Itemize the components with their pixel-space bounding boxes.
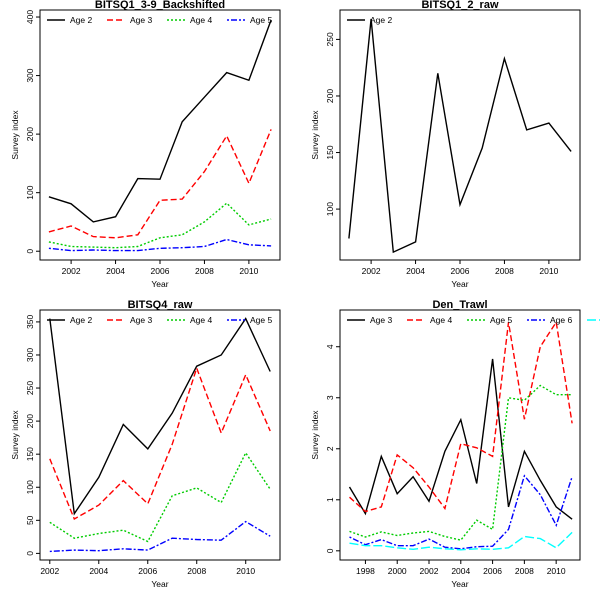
y-tick-label: 1: [325, 497, 335, 502]
series-line-2: [349, 320, 573, 513]
legend-label: Age 5: [490, 315, 512, 325]
x-tick-label: 2010: [239, 266, 258, 276]
legend-label: Age 3: [130, 315, 152, 325]
y-tick-label: 100: [325, 202, 335, 216]
panel-title: Den_Trawl: [432, 299, 487, 311]
x-axis-label: Year: [151, 579, 168, 589]
legend-label: Age 4: [190, 315, 212, 325]
x-axis-label: Year: [151, 279, 168, 289]
legend-label: Age 2: [70, 15, 92, 25]
legend-label: Age 2: [370, 15, 392, 25]
series-line-3: [349, 384, 573, 541]
x-tick-label: 2006: [483, 566, 502, 576]
x-tick-label: 2004: [89, 566, 108, 576]
x-tick-label: 2006: [138, 566, 157, 576]
y-axis-label: Survey index: [310, 410, 320, 460]
series-line-1: [48, 19, 272, 223]
legend-label: Age 5: [250, 15, 272, 25]
x-tick-label: 2002: [40, 566, 59, 576]
legend-label: Age 4: [190, 15, 212, 25]
x-tick-label: 2006: [451, 266, 470, 276]
y-tick-label: 150: [325, 145, 335, 159]
y-tick-label: 400: [25, 10, 35, 24]
panel-3: BITSQ4_raw 2002 2004 2006 2008 2010 0 50 100 150 2…: [10, 299, 281, 589]
x-tick-label: 2002: [362, 266, 381, 276]
x-tick-label: 2004: [106, 266, 125, 276]
x-tick-label: 2008: [495, 266, 514, 276]
series-line-4: [49, 520, 271, 553]
x-axis-label: Year: [451, 579, 468, 589]
x-tick-label: 2004: [451, 566, 470, 576]
legend-label: Age 3: [370, 315, 392, 325]
series-line-2: [48, 129, 272, 239]
panel-title: BITSQ4_raw: [128, 299, 193, 311]
y-axis-label: Survey index: [310, 110, 320, 160]
plot-frame: [39, 309, 281, 561]
x-tick-label: 1998: [356, 566, 375, 576]
y-tick-label: 0: [25, 551, 35, 556]
y-tick-label: 200: [25, 414, 35, 428]
y-tick-label: 2: [325, 446, 335, 451]
legend-label: Age 5: [250, 315, 272, 325]
panel-title: BITSQ1_3-9_Backshifted: [95, 0, 225, 11]
legend-label: Age 3: [130, 15, 152, 25]
y-tick-label: 100: [25, 185, 35, 199]
y-tick-label: 250: [325, 32, 335, 46]
plot-frame: [339, 309, 581, 561]
y-tick-label: 200: [25, 127, 35, 141]
y-tick-label: 300: [25, 68, 35, 82]
y-tick-label: 300: [25, 348, 35, 362]
legend-label: Age 6: [550, 315, 572, 325]
series-line-4: [349, 474, 573, 550]
y-tick-label: 200: [325, 89, 335, 103]
y-tick-label: 0: [325, 548, 335, 553]
series-line-3: [49, 451, 271, 543]
y-axis-label: Survey index: [10, 410, 20, 460]
series-line-1: [348, 18, 572, 254]
x-tick-label: 2002: [62, 266, 81, 276]
series-line-4: [48, 238, 272, 252]
x-tick-label: 2008: [195, 266, 214, 276]
series-line-5: [349, 531, 573, 551]
legend-label: Age 4: [430, 315, 452, 325]
y-tick-label: 3: [325, 395, 335, 400]
y-tick-label: 0: [25, 249, 35, 254]
y-tick-label: 100: [25, 480, 35, 494]
y-tick-label: 250: [25, 381, 35, 395]
y-tick-label: 50: [25, 515, 35, 525]
y-tick-label: 150: [25, 447, 35, 461]
y-axis-label: Survey index: [10, 110, 20, 160]
x-tick-label: 2000: [388, 566, 407, 576]
x-tick-label: 2010: [547, 566, 566, 576]
panel-2: BITSQ1_2_raw 2002 2004 2006 2008 2010 100 150 20…: [310, 0, 581, 289]
x-axis-label: Year: [451, 279, 468, 289]
plot-frame: [39, 9, 281, 261]
x-tick-label: 2010: [539, 266, 558, 276]
legend-label: Age 2: [70, 315, 92, 325]
panel-title: BITSQ1_2_raw: [421, 0, 498, 11]
y-tick-label: 4: [325, 344, 335, 349]
series-line-2: [49, 366, 271, 521]
x-tick-label: 2004: [406, 266, 425, 276]
y-tick-label: 350: [25, 315, 35, 329]
x-tick-label: 2008: [187, 566, 206, 576]
panel-1: BITSQ1_3-9_Backshifted 2002 2004 2006 2008 20…: [10, 0, 281, 289]
series-line-1: [49, 317, 271, 516]
x-tick-label: 2008: [515, 566, 534, 576]
x-tick-label: 2006: [151, 266, 170, 276]
series-line-1: [348, 358, 573, 520]
x-tick-label: 2010: [236, 566, 255, 576]
series-line-3: [48, 202, 272, 249]
plot-frame: [339, 9, 581, 261]
panel-4: Den_Trawl 1998 2000 2002 2004 2006 2008 2010 0 1 2…: [310, 299, 600, 589]
x-tick-label: 2002: [420, 566, 439, 576]
